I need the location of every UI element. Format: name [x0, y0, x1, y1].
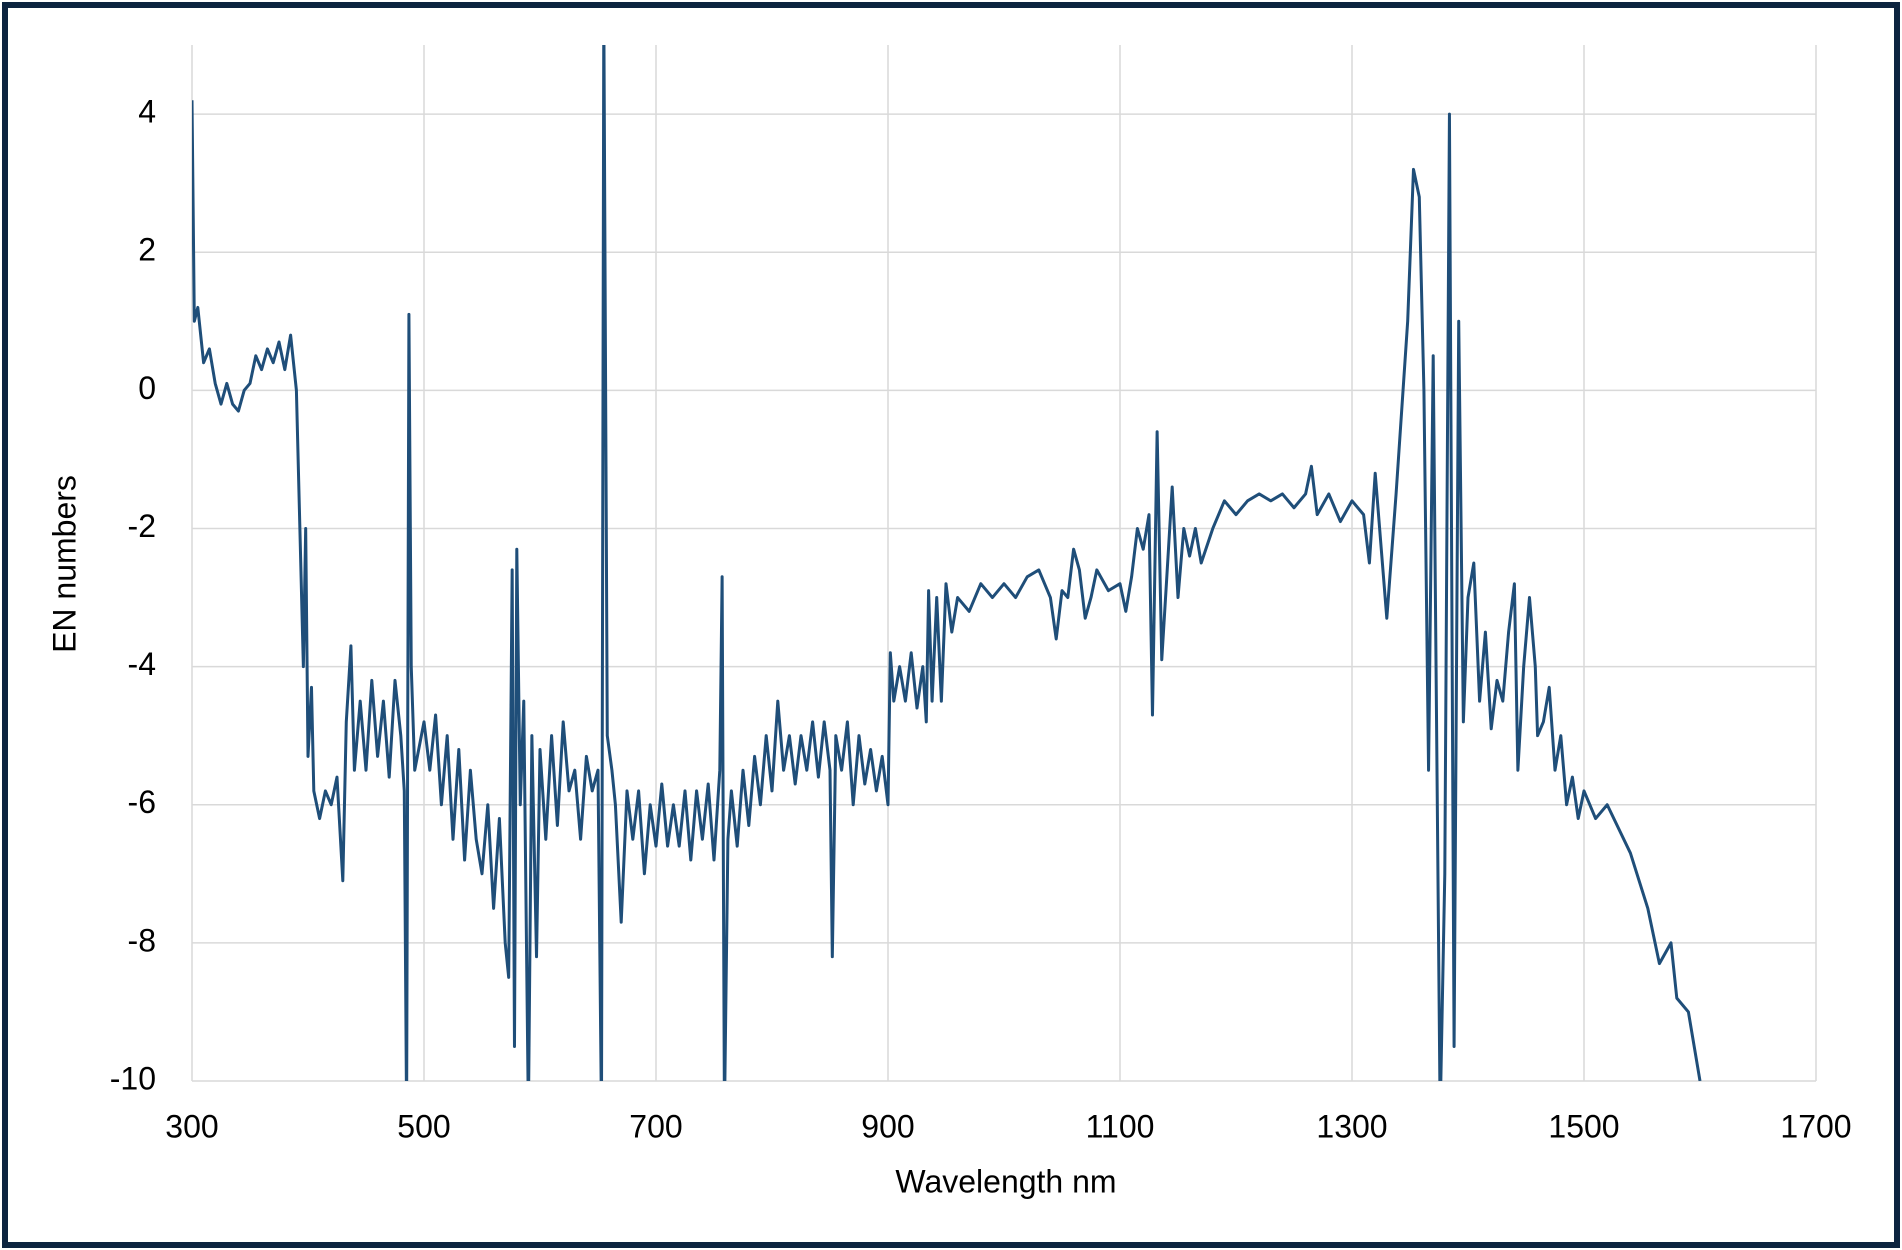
x-tick-label: 1700: [1780, 1108, 1851, 1144]
y-tick-label: 2: [138, 232, 156, 268]
y-tick-label: -10: [110, 1060, 156, 1096]
y-tick-label: -6: [128, 784, 156, 820]
y-tick-label: -2: [128, 508, 156, 544]
x-tick-label: 1100: [1086, 1108, 1155, 1144]
x-tick-label: 900: [861, 1108, 914, 1144]
y-tick-label: -4: [128, 646, 156, 682]
x-tick-label: 300: [165, 1108, 218, 1144]
x-tick-label: 700: [629, 1108, 682, 1144]
x-axis-title: Wavelength nm: [895, 1163, 1116, 1199]
y-tick-label: 0: [138, 370, 156, 406]
y-tick-label: -8: [128, 922, 156, 958]
x-tick-label: 500: [397, 1108, 450, 1144]
plot-area: [192, 45, 1702, 1081]
x-tick-label: 1300: [1316, 1108, 1387, 1144]
y-axis-title: EN numbers: [46, 475, 82, 653]
labels: -10 -8 -6 -4 -2 0 2 4 300 500 700 900 1100 1300 1500 17…: [110, 94, 1852, 1145]
x-tick-label: 1500: [1548, 1108, 1619, 1144]
data-line: [192, 45, 1702, 1081]
y-tick-label: 4: [138, 94, 156, 130]
